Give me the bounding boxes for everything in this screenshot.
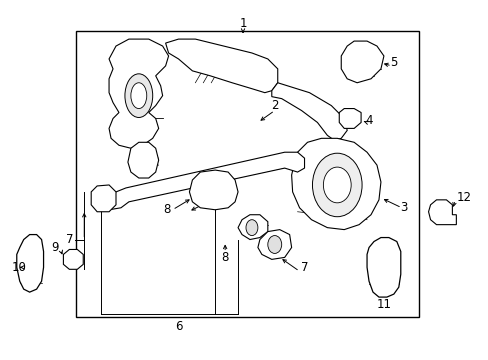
Polygon shape — [339, 109, 360, 129]
Text: 11: 11 — [376, 297, 390, 311]
Text: 4: 4 — [365, 114, 372, 127]
Bar — [76, 31, 418, 317]
Text: 6: 6 — [174, 320, 182, 333]
Text: 1: 1 — [239, 17, 246, 30]
Polygon shape — [341, 41, 383, 83]
Polygon shape — [189, 170, 238, 210]
Text: 12: 12 — [455, 192, 470, 204]
Polygon shape — [91, 185, 116, 212]
Text: 5: 5 — [389, 57, 397, 69]
Ellipse shape — [323, 167, 350, 203]
Polygon shape — [427, 200, 455, 225]
Text: 7: 7 — [300, 261, 307, 274]
Polygon shape — [238, 215, 267, 239]
Polygon shape — [17, 235, 43, 292]
Polygon shape — [109, 39, 168, 148]
Ellipse shape — [245, 220, 257, 235]
Polygon shape — [165, 39, 277, 93]
Ellipse shape — [267, 235, 281, 253]
Text: 8: 8 — [163, 203, 170, 216]
Text: 3: 3 — [399, 201, 407, 214]
Ellipse shape — [312, 153, 361, 217]
Polygon shape — [271, 83, 346, 140]
Text: 7: 7 — [66, 233, 73, 246]
Text: 10: 10 — [12, 261, 27, 274]
Text: 2: 2 — [270, 99, 278, 112]
Polygon shape — [257, 230, 291, 260]
Text: 9: 9 — [51, 241, 59, 254]
Ellipse shape — [124, 74, 152, 117]
Polygon shape — [366, 238, 400, 297]
Ellipse shape — [131, 83, 146, 109]
Text: 3: 3 — [198, 193, 205, 206]
Polygon shape — [291, 138, 380, 230]
Text: 8: 8 — [221, 251, 228, 264]
Polygon shape — [128, 142, 158, 178]
Polygon shape — [109, 152, 304, 210]
Polygon shape — [63, 249, 83, 269]
